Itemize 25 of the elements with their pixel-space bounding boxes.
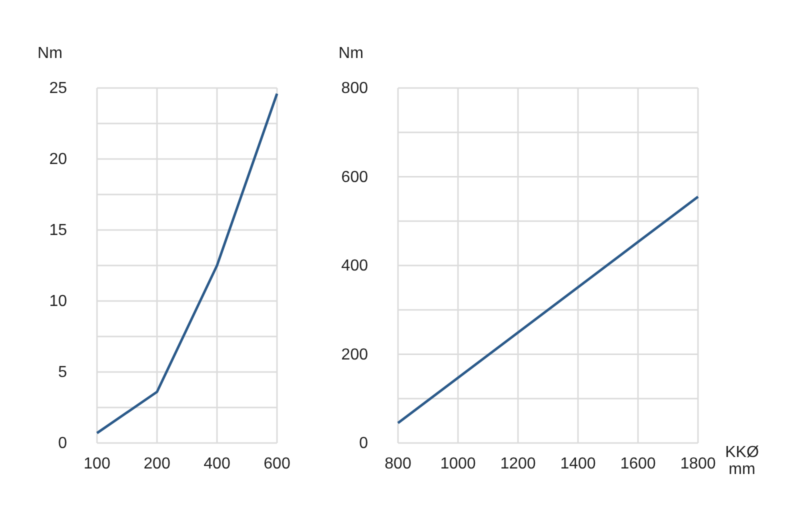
x-axis-title: KKØ mm bbox=[725, 444, 759, 478]
x-tick-label: 600 bbox=[264, 455, 290, 472]
y-tick-label: 5 bbox=[58, 364, 68, 382]
x-tick-label: 800 bbox=[384, 455, 412, 472]
y-tick-label: 0 bbox=[359, 435, 368, 452]
y-tick-label: 25 bbox=[49, 80, 68, 98]
x-tick-label: 1400 bbox=[560, 455, 596, 472]
y-tick-label: 20 bbox=[49, 151, 68, 168]
y-axis-title: Nm bbox=[338, 45, 364, 62]
x-tick-label: 200 bbox=[144, 455, 170, 472]
x-tick-label: 1800 bbox=[680, 455, 716, 472]
x-tick-label: 100 bbox=[84, 455, 110, 472]
y-tick-label: 0 bbox=[58, 435, 68, 452]
y-tick-label: 10 bbox=[49, 293, 68, 310]
y-tick-label: 800 bbox=[341, 80, 368, 98]
x-tick-label: 1600 bbox=[620, 455, 656, 472]
y-tick-label: 400 bbox=[341, 258, 368, 275]
x-tick-label: 1000 bbox=[440, 455, 476, 472]
line-series bbox=[96, 92, 278, 434]
x-tick-label: 400 bbox=[204, 455, 230, 472]
y-axis-title: Nm bbox=[38, 45, 62, 62]
y-tick-label: 15 bbox=[49, 222, 68, 240]
y-tick-label: 600 bbox=[341, 168, 368, 186]
y-tick-label: 200 bbox=[341, 346, 368, 364]
x-tick-label: 1200 bbox=[500, 455, 536, 472]
